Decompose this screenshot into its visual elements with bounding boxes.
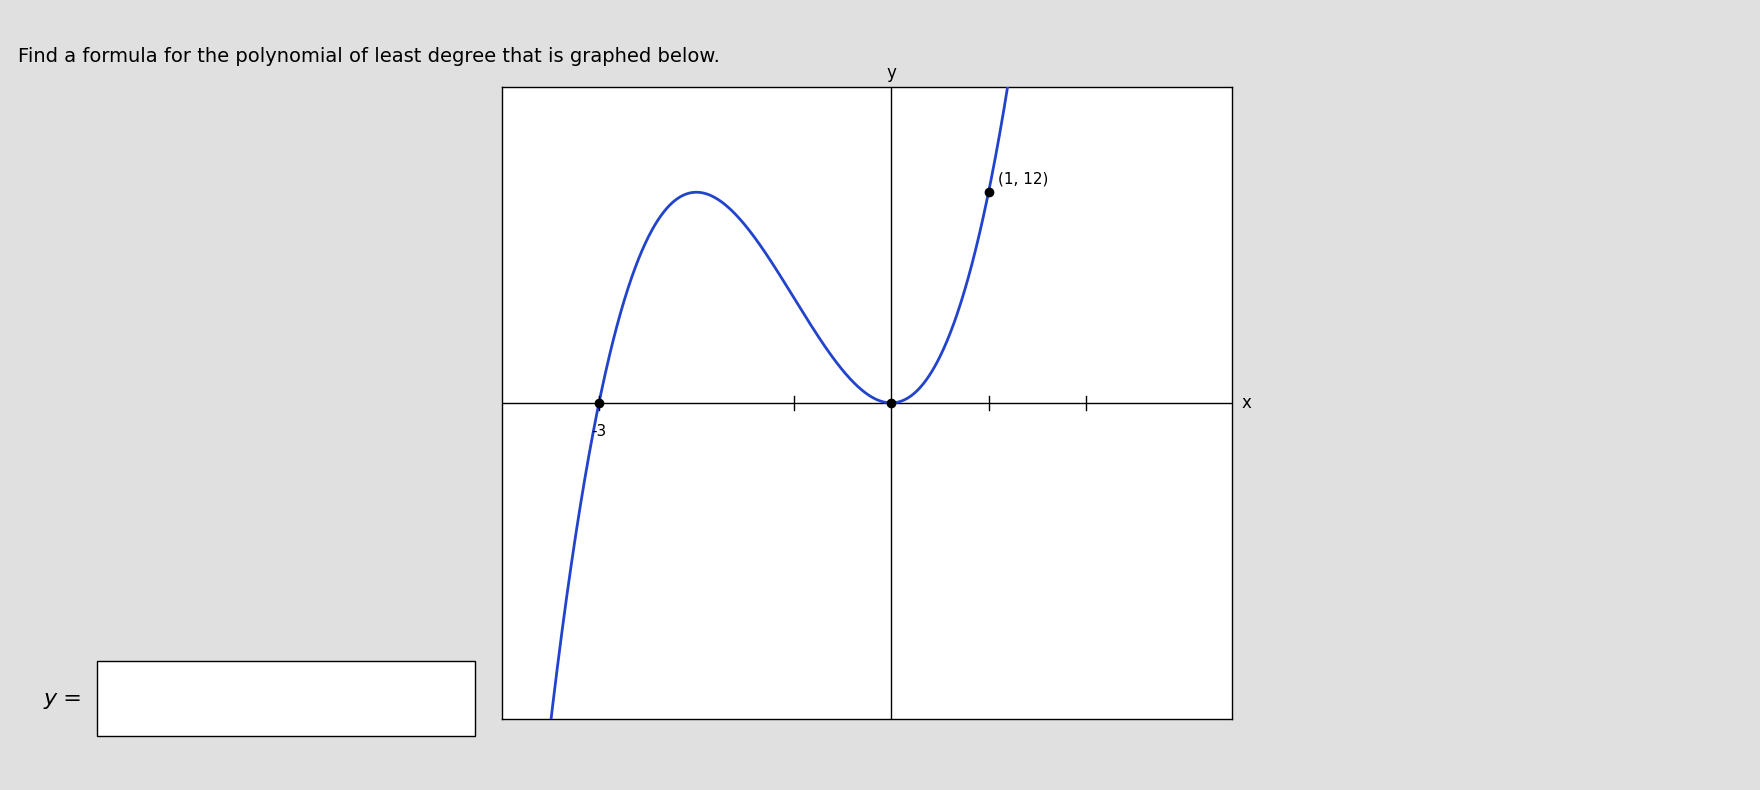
Text: y: y <box>887 64 896 81</box>
Text: Find a formula for the polynomial of least degree that is graphed below.: Find a formula for the polynomial of lea… <box>18 47 720 66</box>
Text: -3: -3 <box>591 424 607 439</box>
Text: (1, 12): (1, 12) <box>998 172 1049 187</box>
Text: y =: y = <box>44 689 83 709</box>
Text: x: x <box>1243 394 1251 412</box>
